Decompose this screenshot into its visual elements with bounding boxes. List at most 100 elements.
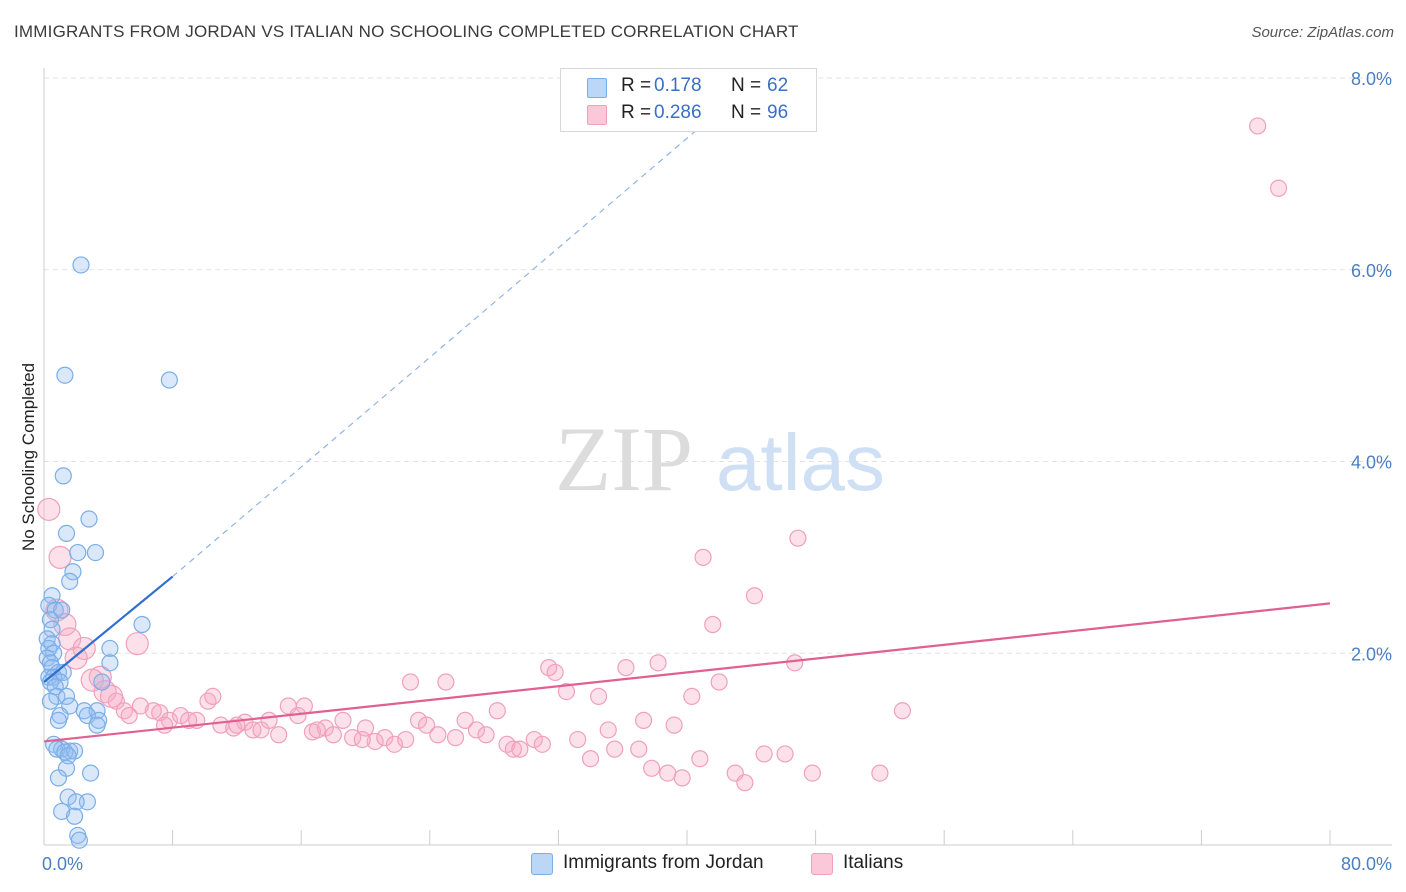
jordan-point	[101, 654, 119, 672]
italians-point	[694, 548, 712, 566]
jordan-point	[43, 587, 61, 605]
jordan-point	[59, 788, 77, 806]
jordan-points	[38, 256, 178, 849]
italians-point	[1249, 117, 1267, 135]
legend-r-label: R =	[621, 102, 652, 123]
jordan-point	[41, 673, 60, 691]
italians-point	[569, 730, 587, 749]
italians-point	[37, 497, 61, 522]
jordan-point	[65, 807, 84, 825]
italians-point	[1269, 179, 1288, 197]
y-tick-label: 4.0%	[1351, 453, 1392, 473]
italians-point	[45, 598, 69, 622]
bottom-legend-label-jordan: Immigrants from Jordan	[563, 852, 764, 873]
jordan-point	[93, 673, 111, 691]
italians-point	[467, 721, 486, 739]
italians-point	[270, 726, 288, 744]
correlation-legend: R = 0.178 N = 62 R = 0.286 N = 96	[560, 68, 817, 132]
axes	[43, 68, 1392, 846]
italians-point	[456, 711, 474, 729]
trend-lines	[43, 96, 1331, 743]
jordan-point	[72, 256, 90, 274]
italians-point	[736, 774, 754, 792]
bottom-legend-swatch-italians	[811, 853, 833, 875]
italians-point	[533, 735, 551, 753]
italians-point	[366, 732, 384, 751]
jordan-point	[75, 702, 93, 720]
italians-trend-line	[43, 602, 1331, 743]
italians-point	[617, 659, 635, 677]
bottom-legend-label-italians: Italians	[843, 852, 904, 873]
italians-point	[180, 711, 198, 729]
italians-point	[93, 679, 117, 704]
italians-point	[589, 687, 608, 705]
source-attribution: Source: ZipAtlas.com	[1251, 24, 1394, 41]
italians-point	[557, 682, 576, 701]
jordan-point	[59, 747, 77, 765]
italians-point	[353, 730, 371, 749]
italians-point	[120, 706, 138, 725]
jordan-point	[133, 615, 151, 634]
italians-point	[429, 726, 447, 744]
watermark-atlas: atlas	[716, 418, 885, 507]
italians-point	[53, 612, 77, 637]
jordan-point	[38, 649, 56, 667]
italians-point	[144, 702, 162, 720]
legend-n-label: N =	[731, 102, 762, 123]
italians-point	[665, 716, 683, 734]
jordan-trend-line	[43, 575, 174, 683]
jordan-point	[49, 769, 68, 787]
legend-swatch-jordan	[587, 78, 607, 98]
italians-point	[673, 769, 691, 787]
italians-point	[789, 529, 807, 547]
italians-point	[334, 711, 352, 729]
italians-point	[691, 750, 709, 768]
italians-point	[710, 673, 728, 691]
italians-point	[786, 654, 804, 672]
italians-point	[204, 687, 222, 705]
y-tick-label: 8.0%	[1351, 69, 1392, 89]
jordan-point	[64, 563, 82, 581]
jordan-point	[88, 716, 106, 734]
italians-point	[634, 711, 653, 729]
italians-point	[417, 716, 436, 734]
jordan-point	[56, 366, 74, 384]
jordan-point	[70, 831, 88, 849]
jordan-point	[46, 601, 64, 619]
italians-point	[172, 706, 190, 725]
italians-point	[745, 587, 764, 605]
jordan-point	[67, 793, 85, 811]
italians-point	[659, 764, 677, 782]
italians-point	[581, 750, 600, 768]
italians-point	[295, 697, 314, 715]
italians-point	[99, 684, 124, 708]
jordan-point	[57, 687, 76, 705]
jordan-point	[54, 467, 72, 485]
watermark-zip: ZIP	[555, 408, 693, 510]
italians-point	[504, 740, 522, 758]
jordan-point	[57, 524, 76, 543]
jordan-point	[101, 639, 119, 658]
italians-point	[599, 721, 617, 739]
x-tick-label: 80.0%	[1341, 854, 1392, 874]
italians-point	[871, 764, 889, 782]
jordan-point	[82, 764, 100, 782]
italians-point	[385, 735, 404, 753]
jordan-point	[160, 371, 178, 389]
legend-r-value: 0.178	[654, 75, 702, 96]
italians-point	[477, 726, 495, 744]
italians-point	[683, 687, 701, 705]
jordan-point	[41, 692, 60, 710]
italians-point	[446, 729, 465, 747]
italians-point	[649, 654, 667, 672]
y-axis-label: No Schooling Completed	[19, 363, 38, 551]
italians-point	[525, 730, 543, 749]
italians-point	[155, 716, 174, 734]
chart-title: IMMIGRANTS FROM JORDAN VS ITALIAN NO SCH…	[14, 22, 799, 41]
italians-point	[803, 764, 821, 782]
bottom-legend-swatch-jordan	[531, 853, 553, 875]
italians-point	[125, 632, 149, 656]
italians-point	[437, 673, 455, 691]
jordan-point	[49, 711, 68, 729]
